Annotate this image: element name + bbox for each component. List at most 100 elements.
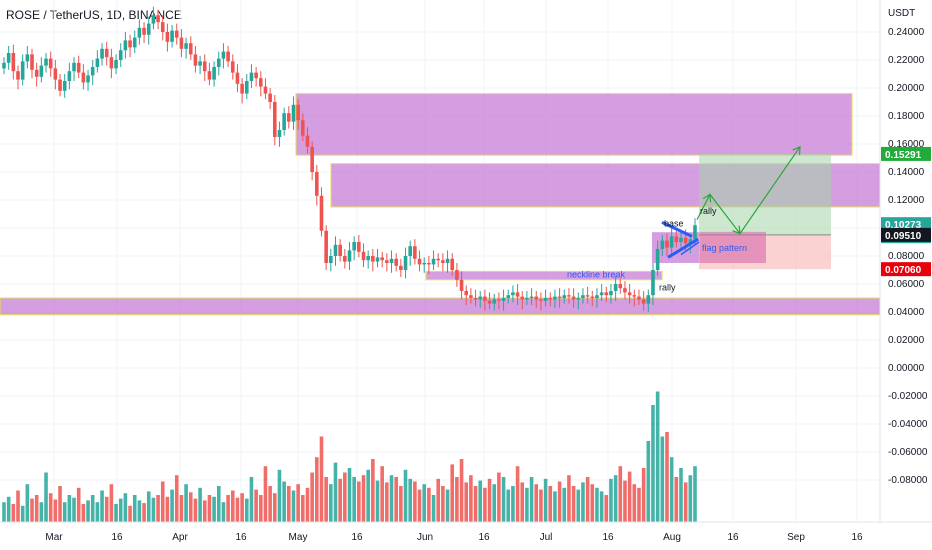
volume-bar [543,478,548,522]
volume-bar [76,487,81,522]
candle-body [146,23,151,35]
candle-body [543,298,548,301]
volume-bar [431,495,436,522]
flag-highlight [700,231,766,263]
candle-body [202,61,207,72]
volume-bar [90,495,95,522]
volume-bar [305,487,310,522]
volume-bar [347,468,352,522]
candle-body [39,65,44,77]
candle-body [604,292,609,296]
y-tick-label: 0.24000 [888,27,925,38]
price-label-stop [881,262,931,277]
candle-body [6,53,11,63]
candle-body [623,288,627,293]
volume-bar [174,475,179,522]
volume-bar [338,478,342,522]
volume-bar [422,484,427,522]
y-tick-label: 0.16000 [888,139,925,150]
candle-body [590,296,595,298]
volume-bar [151,497,156,522]
candle-body [427,263,431,265]
y-tick-label: 0.06000 [888,279,925,290]
candle-body [665,240,669,248]
candle-body [389,258,394,263]
flag-arrow [680,241,700,256]
candle-body [553,296,557,300]
volume-bar [534,484,539,522]
candle-body [165,32,170,42]
volume-bar [62,502,67,522]
volume-bar [39,502,44,522]
volume-bar [109,484,114,522]
volume-bar [483,487,487,522]
candle-body [557,296,562,298]
candle-body [315,172,319,196]
volume-bar [132,495,137,522]
candle-body [310,146,314,172]
arrow-head [792,145,801,155]
candle-body [599,292,604,296]
candle-body [562,295,567,298]
arrow-head [732,225,741,235]
candle-body [128,40,132,48]
candle-body [53,68,58,80]
candle-body [483,296,487,301]
volume-bar [525,487,529,522]
volume-bar [609,478,613,522]
price-label-target [881,146,931,161]
candle-body [272,102,277,137]
volume-bar [375,480,380,522]
x-tick-label: Apr [172,532,188,543]
volume-bar [226,495,230,522]
candle-body [221,51,226,59]
candle-body [179,37,184,49]
candle-body [258,78,263,87]
volume-bar [394,477,398,522]
volume-bar [557,481,562,522]
candle-body [375,257,380,262]
candle-body [641,299,646,304]
volume-bar [455,477,459,522]
candle-body [478,296,483,300]
volume-bar [287,486,291,522]
candle-body [431,258,436,265]
candle-body [207,71,212,80]
volume-bar [655,391,660,522]
volume-bar [487,478,492,522]
volume-bar [641,468,646,522]
volume-bar [515,466,520,522]
candle-body [62,81,67,91]
candle-body [408,246,412,256]
candle-body [637,296,641,300]
symbol-title: ROSE / TetherUS, 1D, BINANCE [6,8,182,22]
candle-body [268,93,272,102]
price-label-text-last: 0.10273 [885,220,922,231]
volume-bar [34,495,39,522]
volume-bar [665,432,669,522]
y-tick-label: 0.02000 [888,335,925,346]
volume-bar [399,486,403,522]
candle-body [436,258,441,261]
volume-bar [333,462,338,522]
candle-body [371,256,375,262]
candle-body [44,58,48,66]
candle-body [249,72,254,81]
candlesticks [2,6,697,312]
candle-body [34,69,39,77]
volume-bar [613,475,618,522]
trade-setup-layer [699,153,831,270]
y-tick-label: -0.06000 [888,447,928,458]
candle-body [515,292,520,297]
x-tick-label: Aug [663,532,681,543]
annotation-neckline-break: neckline break [567,270,626,280]
candle-body [548,298,553,300]
volume-bar [114,504,118,522]
volume-bar [539,489,543,522]
volume-bar [627,471,632,522]
volume-bar [301,495,305,522]
y-tick-label: 0.20000 [888,83,925,94]
volume-bar [193,498,198,522]
candle-body [16,71,20,80]
